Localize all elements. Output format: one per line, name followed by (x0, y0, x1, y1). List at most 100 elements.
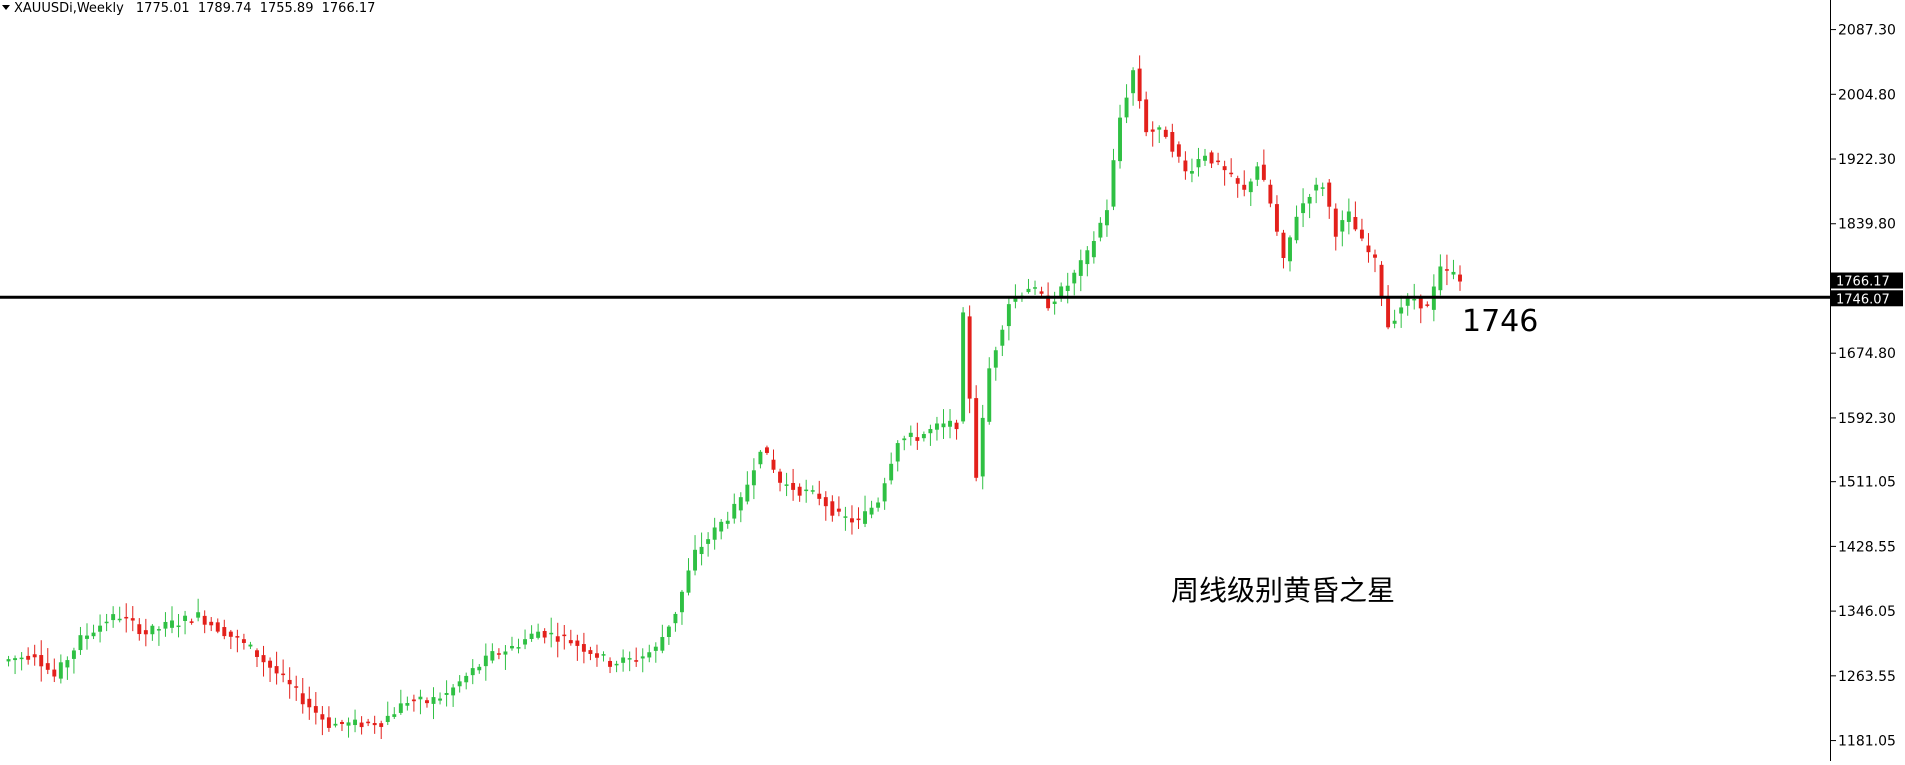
bear-candle[interactable] (143, 630, 148, 635)
bear-candle[interactable] (555, 636, 560, 642)
bull-candle[interactable] (680, 591, 684, 613)
bull-candle[interactable] (621, 657, 626, 663)
bear-candle[interactable] (1353, 217, 1358, 230)
bull-candle[interactable] (934, 423, 939, 430)
bull-candle[interactable] (1059, 286, 1064, 298)
bear-candle[interactable] (1183, 160, 1188, 172)
bull-candle[interactable] (1196, 159, 1201, 168)
bear-candle[interactable] (1046, 295, 1051, 309)
bear-candle[interactable] (1150, 129, 1155, 132)
bull-candle[interactable] (863, 511, 867, 524)
bull-candle[interactable] (1111, 160, 1116, 207)
bear-candle[interactable] (1222, 166, 1227, 171)
bear-candle[interactable] (1137, 68, 1142, 102)
bull-candle[interactable] (392, 714, 397, 717)
bull-candle[interactable] (647, 652, 652, 658)
bull-candle[interactable] (686, 570, 691, 593)
bull-candle[interactable] (653, 646, 658, 651)
bear-candle[interactable] (320, 714, 325, 720)
bear-candle[interactable] (124, 616, 129, 619)
bull-candle[interactable] (1013, 296, 1018, 302)
bull-candle[interactable] (71, 650, 76, 659)
bull-candle[interactable] (1091, 240, 1096, 258)
bull-candle[interactable] (150, 625, 155, 635)
bull-candle[interactable] (333, 723, 338, 726)
bull-candle[interactable] (980, 417, 985, 477)
bull-candle[interactable] (948, 420, 952, 427)
bear-candle[interactable] (1418, 296, 1423, 309)
bull-candle[interactable] (529, 633, 534, 639)
bear-candle[interactable] (137, 624, 142, 635)
bull-candle[interactable] (1320, 187, 1325, 189)
bull-candle[interactable] (706, 539, 711, 544)
bear-candle[interactable] (830, 501, 835, 516)
bear-candle[interactable] (274, 666, 279, 674)
bear-candle[interactable] (581, 644, 586, 652)
bull-candle[interactable] (1438, 266, 1443, 291)
bull-candle[interactable] (1412, 298, 1417, 301)
bull-candle[interactable] (111, 614, 116, 621)
bear-candle[interactable] (26, 655, 31, 660)
bull-candle[interactable] (719, 521, 724, 532)
bull-candle[interactable] (1203, 155, 1207, 161)
bear-candle[interactable] (268, 660, 273, 668)
bull-candle[interactable] (1255, 166, 1260, 180)
bear-candle[interactable] (241, 639, 246, 643)
bull-candle[interactable] (601, 654, 606, 656)
bull-candle[interactable] (431, 697, 436, 704)
bull-candle[interactable] (1288, 237, 1292, 262)
bull-candle[interactable] (843, 516, 848, 518)
bear-candle[interactable] (313, 706, 318, 713)
bear-candle[interactable] (39, 655, 44, 667)
bear-candle[interactable] (294, 686, 299, 688)
bull-candle[interactable] (1405, 298, 1410, 306)
bull-candle[interactable] (902, 438, 907, 441)
bear-candle[interactable] (1366, 245, 1371, 253)
bull-candle[interactable] (1006, 304, 1011, 327)
bear-candle[interactable] (1216, 160, 1221, 163)
bear-candle[interactable] (281, 673, 286, 676)
bear-candle[interactable] (797, 486, 802, 496)
bear-candle[interactable] (202, 615, 207, 625)
bear-candle[interactable] (425, 700, 429, 704)
bear-candle[interactable] (967, 316, 972, 399)
bull-candle[interactable] (627, 658, 632, 660)
bull-candle[interactable] (1301, 203, 1306, 214)
bull-candle[interactable] (536, 631, 541, 638)
bull-candle[interactable] (346, 722, 351, 726)
bear-candle[interactable] (575, 640, 580, 646)
bull-candle[interactable] (1033, 287, 1037, 289)
bull-candle[interactable] (640, 656, 645, 659)
bull-candle[interactable] (614, 663, 619, 666)
bull-candle[interactable] (503, 651, 508, 655)
bull-candle[interactable] (882, 483, 887, 502)
bear-candle[interactable] (287, 679, 292, 685)
bull-candle[interactable] (1098, 222, 1103, 238)
bear-candle[interactable] (771, 459, 776, 470)
bull-candle[interactable] (1157, 127, 1162, 130)
bull-candle[interactable] (477, 666, 482, 671)
bull-candle[interactable] (1000, 329, 1005, 346)
bear-candle[interactable] (1209, 152, 1214, 164)
bull-candle[interactable] (1189, 171, 1194, 174)
bull-candle[interactable] (961, 312, 966, 422)
bear-candle[interactable] (856, 518, 861, 521)
bear-candle[interactable] (1425, 304, 1430, 306)
bear-candle[interactable] (634, 660, 639, 662)
bear-candle[interactable] (222, 627, 227, 637)
bear-candle[interactable] (1144, 99, 1149, 133)
bull-candle[interactable] (1131, 70, 1136, 94)
bull-candle[interactable] (1307, 196, 1312, 204)
bear-candle[interactable] (379, 723, 384, 727)
bear-candle[interactable] (372, 723, 377, 726)
bear-candle[interactable] (189, 621, 194, 623)
bull-candle[interactable] (156, 629, 161, 631)
bull-candle[interactable] (1104, 210, 1109, 226)
bull-candle[interactable] (438, 698, 443, 701)
bear-candle[interactable] (595, 653, 599, 658)
bull-candle[interactable] (895, 443, 900, 462)
bull-candle[interactable] (117, 618, 122, 621)
bear-candle[interactable] (366, 721, 371, 724)
bear-candle[interactable] (823, 497, 828, 507)
bull-candle[interactable] (1072, 272, 1077, 284)
